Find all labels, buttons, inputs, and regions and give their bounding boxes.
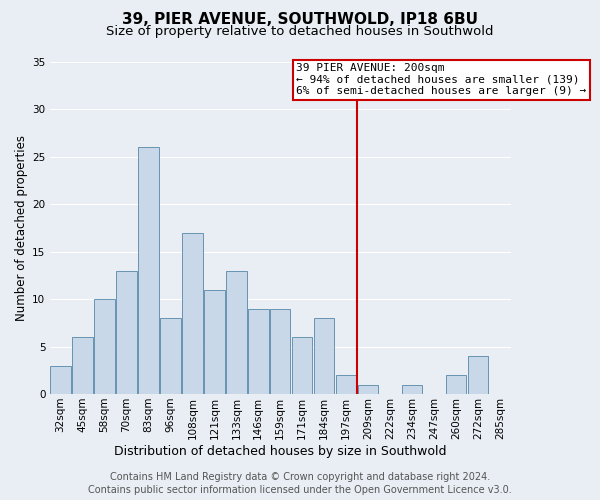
Bar <box>94 299 115 394</box>
Bar <box>292 337 313 394</box>
Bar <box>182 232 203 394</box>
Bar <box>336 375 356 394</box>
Text: 39, PIER AVENUE, SOUTHWOLD, IP18 6BU: 39, PIER AVENUE, SOUTHWOLD, IP18 6BU <box>122 12 478 28</box>
Bar <box>204 290 224 394</box>
Bar <box>116 270 137 394</box>
Bar <box>73 337 93 394</box>
Y-axis label: Number of detached properties: Number of detached properties <box>15 135 28 321</box>
Bar <box>50 366 71 394</box>
Text: Size of property relative to detached houses in Southwold: Size of property relative to detached ho… <box>106 25 494 38</box>
Bar <box>446 375 466 394</box>
Text: 39 PIER AVENUE: 200sqm
← 94% of detached houses are smaller (139)
6% of semi-det: 39 PIER AVENUE: 200sqm ← 94% of detached… <box>296 63 587 96</box>
Bar <box>248 308 269 394</box>
X-axis label: Distribution of detached houses by size in Southwold: Distribution of detached houses by size … <box>114 444 446 458</box>
Bar <box>226 270 247 394</box>
Bar <box>468 356 488 394</box>
Bar <box>138 147 158 394</box>
Bar <box>358 384 379 394</box>
Bar <box>314 318 334 394</box>
Text: Contains HM Land Registry data © Crown copyright and database right 2024.
Contai: Contains HM Land Registry data © Crown c… <box>88 472 512 495</box>
Bar <box>160 318 181 394</box>
Bar <box>402 384 422 394</box>
Bar <box>270 308 290 394</box>
